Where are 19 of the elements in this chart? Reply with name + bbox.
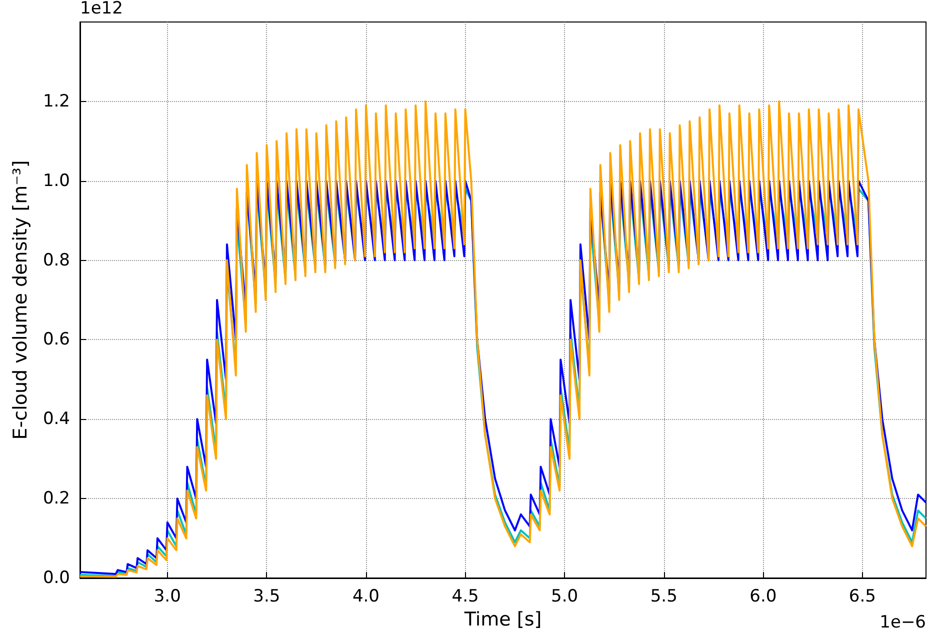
y-axis-title: E-cloud volume density [m⁻³] <box>10 160 32 440</box>
text: 1e12 <box>80 0 123 18</box>
text: 1e−6 <box>880 612 926 632</box>
y-tick-label: 0.4 <box>42 409 70 430</box>
x-tick-label: 4.0 <box>352 586 380 606</box>
y-tick-label: 1.2 <box>42 91 70 112</box>
x-tick-label: 5.5 <box>650 586 678 606</box>
x-axis-title: Time [s] <box>463 608 542 630</box>
x-tick-label: 5.0 <box>551 586 578 606</box>
y-tick-label: 0.2 <box>42 488 70 509</box>
y-tick-label: 0.0 <box>42 568 70 588</box>
y-tick-label: 0.8 <box>42 250 70 270</box>
x-tick-label: 3.0 <box>154 586 181 606</box>
y-tick-label: 1.0 <box>42 170 70 191</box>
x-tick-label: 6.0 <box>750 586 777 606</box>
x-tick-label: 3.5 <box>253 586 280 606</box>
y-tick-label: 0.6 <box>42 330 70 350</box>
x-tick-label: 6.5 <box>848 586 876 606</box>
x-tick-label: 4.5 <box>452 586 479 606</box>
